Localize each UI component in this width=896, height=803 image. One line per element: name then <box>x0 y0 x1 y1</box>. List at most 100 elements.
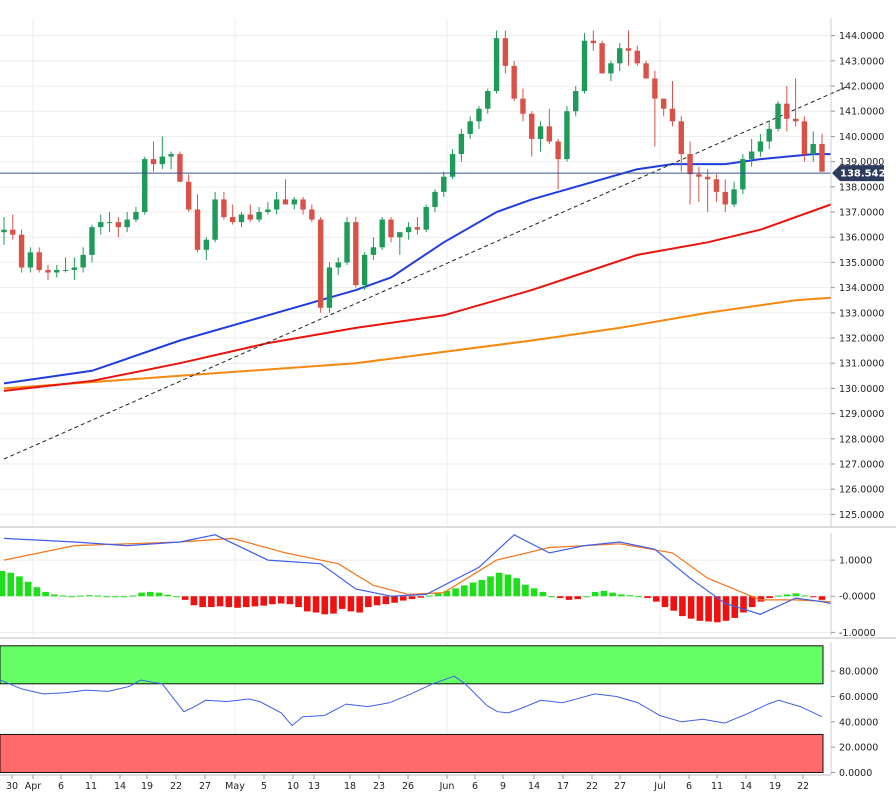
price-tick-label: 139.0000 <box>839 157 884 168</box>
macd-histogram-bar <box>487 576 494 597</box>
macd-histogram-bar <box>190 596 198 606</box>
candle-body <box>748 151 755 160</box>
candle <box>458 128 465 162</box>
macd-histogram-bar <box>373 596 381 606</box>
candle <box>124 212 130 233</box>
rsi-path <box>0 675 823 727</box>
candle <box>54 264 60 278</box>
macd-histogram-bar <box>600 590 608 597</box>
candle <box>361 252 368 291</box>
x-tick-label: 9 <box>500 781 506 792</box>
macd-histogram-bar <box>42 591 49 597</box>
candle-body <box>493 38 500 92</box>
macd-histogram-bar <box>356 596 363 613</box>
rsi-line <box>0 675 823 727</box>
price-tick-label: 137.0000 <box>839 208 884 219</box>
macd-axis-ticks: 1.0000 -0.0000 -1.0000 <box>831 556 876 639</box>
candle-body <box>511 65 517 99</box>
price-tick-label: 127.0000 <box>839 460 884 471</box>
macd-tick-label: -1.0000 <box>839 628 876 639</box>
candle <box>467 116 473 139</box>
x-tick-label: Jul <box>653 781 665 792</box>
candle-body <box>361 254 368 286</box>
candle-body <box>177 154 183 182</box>
candle <box>432 189 438 213</box>
x-tick-label: 14 <box>528 781 540 792</box>
macd-histogram-bar <box>129 595 137 597</box>
macd-histogram-bar <box>417 596 425 598</box>
candle <box>810 131 816 162</box>
macd-tick-label: -0.0000 <box>839 592 876 603</box>
candle-body <box>256 212 262 220</box>
candle-body <box>300 199 306 210</box>
x-tick-label: 6 <box>472 781 478 792</box>
x-tick-label: 11 <box>85 781 97 792</box>
macd-histogram-bar <box>801 595 808 597</box>
x-tick-label: May <box>225 781 245 792</box>
price-tick-label: 126.0000 <box>839 485 884 496</box>
rsi-overbought-zone <box>0 645 824 685</box>
macd-histogram-bar <box>216 596 224 607</box>
sma-mid-path <box>3 203 832 392</box>
x-tick-label: 5 <box>261 781 267 792</box>
candle-body <box>792 118 799 122</box>
macd-histogram-bar <box>33 587 41 597</box>
candle-body <box>520 98 526 114</box>
macd-histogram-bar <box>775 595 782 597</box>
macd-histogram <box>0 570 826 623</box>
macd-histogram-bar <box>59 595 67 597</box>
candle-body <box>599 43 605 74</box>
rsi-zones <box>0 645 824 773</box>
candle-body <box>194 209 201 250</box>
candle-body <box>810 143 816 155</box>
macd-histogram-bar <box>661 596 669 608</box>
candle <box>133 206 139 223</box>
macd-histogram-bar <box>731 596 739 618</box>
candle-body <box>722 191 728 205</box>
candle <box>256 206 262 223</box>
macd-histogram-bar <box>155 592 163 597</box>
macd-histogram-bar <box>120 596 128 598</box>
macd-histogram-bar <box>461 585 468 597</box>
candle <box>502 30 509 74</box>
candle <box>493 30 500 94</box>
candle-body <box>133 212 139 220</box>
macd-histogram-bar <box>269 596 276 605</box>
candle <box>221 191 227 220</box>
macd-histogram-bar <box>740 596 747 613</box>
price-tick-label: 141.0000 <box>839 107 884 118</box>
price-tick-label: 136.0000 <box>839 233 884 244</box>
macd-histogram-bar <box>583 596 590 598</box>
candle-body <box>238 214 245 223</box>
candle-body <box>757 141 764 152</box>
candle-body <box>687 154 693 175</box>
macd-histogram-bar <box>7 572 15 597</box>
last-price-badge: 138.5420 <box>832 165 893 182</box>
candle <box>150 141 157 172</box>
price-tick-label: 129.0000 <box>839 409 884 420</box>
macd-histogram-bar <box>94 595 102 597</box>
macd-histogram-bar <box>609 592 616 597</box>
macd-histogram-bar <box>164 594 172 597</box>
candle-body <box>590 40 597 44</box>
macd-histogram-bar <box>312 596 320 613</box>
price-tick-label: 138.0000 <box>839 182 884 193</box>
candle-body <box>247 214 253 220</box>
macd-histogram-bar <box>277 596 285 604</box>
candle-body <box>203 239 210 250</box>
x-tick-label: 27 <box>199 781 211 792</box>
sma-slow-line <box>3 296 831 390</box>
x-tick-label: 19 <box>141 781 153 792</box>
candle-body <box>309 209 315 220</box>
macd-histogram-bar <box>260 596 268 606</box>
rsi-tick-label: 0.0000 <box>839 768 872 779</box>
candle-body <box>62 269 69 271</box>
candle <box>784 86 790 132</box>
x-tick-label: 6 <box>58 781 64 792</box>
candle <box>792 78 799 127</box>
macd-histogram-bar <box>338 596 346 609</box>
candle <box>344 217 350 265</box>
candle <box>229 204 236 225</box>
candle-body <box>10 229 16 235</box>
macd-histogram-bar <box>24 581 32 597</box>
